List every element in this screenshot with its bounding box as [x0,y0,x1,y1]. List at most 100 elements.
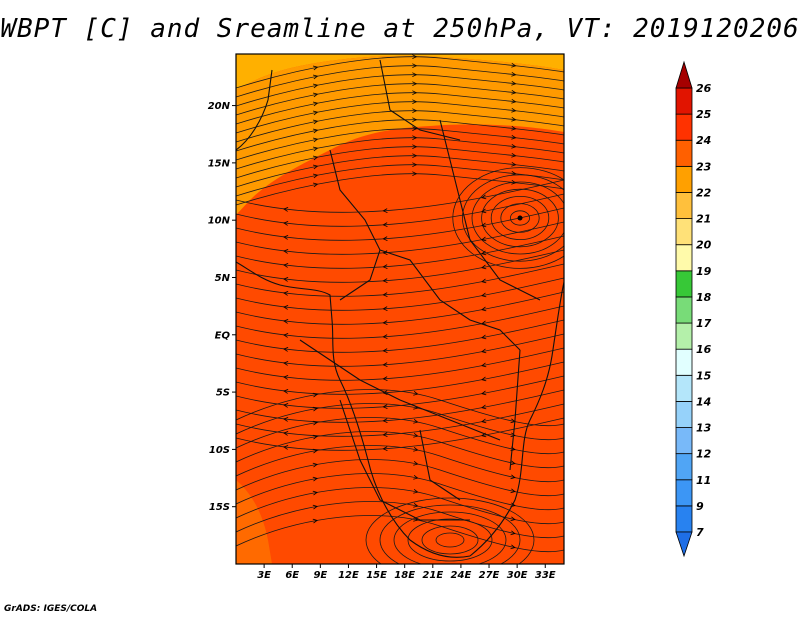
lon-label: 9E [313,570,327,581]
streamline [236,92,564,125]
streamline-arrow [382,390,388,395]
streamline-arrow [511,179,517,185]
streamline [236,431,564,469]
streamline-arrow [412,126,418,132]
streamline-arrow [481,264,487,270]
colorbar-swatch [675,113,693,141]
colorbar-swatch [675,192,693,219]
streamline-arrow [382,348,388,353]
streamline-arrow [481,292,487,298]
streamline [236,515,564,553]
streamline [236,221,564,255]
streamline-arrow [283,431,289,436]
colorbar-label: 24 [696,134,711,147]
streamline-arrow [283,403,289,408]
streamline-arrow [481,376,487,382]
streamline-arrow [511,161,517,167]
lat-label: EQ [215,330,231,341]
colorbar-label: 22 [696,186,712,199]
colorbar-label: 20 [696,239,712,252]
streamline-arrow [510,544,516,550]
streamline-arrow [412,99,418,105]
colorbar-swatch [675,139,693,167]
streamline-arrow [511,134,517,140]
streamline-arrow [283,235,289,240]
streamline-arrow [413,391,419,396]
streamline [236,319,564,353]
streamline-arrow [481,194,487,200]
streamline [236,403,564,441]
longitude-labels: 3E 6E 9E 12E 15E 18E 21E 24E 27E 30E 33E [257,564,556,581]
streamline-arrow [312,476,318,482]
colorbar-swatch [675,87,693,115]
streamline-arrow [312,406,318,412]
streamline-arrow [481,348,487,354]
streamline-arrow [283,249,289,254]
streamline [236,487,564,525]
streamline [236,417,564,455]
streamline [236,137,564,170]
streamline-arrow [382,250,388,255]
colorbar-label: 13 [696,422,712,435]
streamline-arrow [511,80,517,86]
streamline-arrow [412,162,418,168]
streamline-arrow [312,83,319,89]
colorbar-label: 16 [696,343,712,356]
streamline-arrow [511,125,517,131]
streamline-arrow [283,305,289,310]
lon-label: 30E [507,570,528,581]
streamline-arrow [481,404,487,410]
streamline-arrow [382,292,388,297]
streamline-arrow [382,362,388,367]
streamline-arrow [312,137,319,143]
streamline-arrow [481,208,487,214]
vortex-ring [452,167,564,269]
streamline [236,361,564,395]
streamline-arrow [283,347,289,352]
streamline-arrow [481,222,487,228]
colorbar-label: 12 [696,448,712,461]
vortex-ring [509,210,530,226]
streamline-arrow [312,65,319,71]
streamline-arrow [312,110,319,116]
streamline-arrow [511,71,517,77]
streamline-arrow [382,446,388,451]
colorbar-label: 14 [696,395,711,408]
streamline-arrow [283,445,289,450]
streamline-arrow [312,462,318,468]
streamline [236,333,564,367]
vortex-ring [490,195,550,240]
streamline-arrow [481,278,487,284]
streamline [236,128,564,161]
streamline [236,445,564,483]
streamline-arrow [511,98,517,104]
streamline [236,347,564,381]
streamlines [236,54,564,564]
streamline-arrow [412,117,418,123]
colorbar-top-arrow [675,60,693,89]
streamline [236,235,564,269]
anticyclone-ring [365,497,535,564]
streamline-arrow [382,264,388,269]
streamline-arrow [511,143,517,149]
lon-label: 12E [338,570,359,581]
streamline-arrow [511,152,517,158]
streamline-arrow [412,153,418,159]
streamline-arrow [312,119,319,125]
streamline-arrow [382,222,388,227]
streamline-arrow [510,460,516,466]
streamline-arrow [510,488,516,494]
streamline-arrow [283,221,289,226]
lon-label: 24E [451,570,472,581]
streamline-arrow [283,263,289,268]
lon-label: 21E [422,570,443,581]
wbpt-field-22-23 [236,55,564,215]
streamline-arrow [382,278,388,283]
streamline-arrow [283,207,289,212]
colorbar-label: 25 [696,108,712,121]
streamline-arrow [283,375,289,380]
streamline-arrow [481,334,487,340]
streamline-arrow [413,419,419,424]
streamline-arrow [510,474,516,480]
lon-label: 6E [285,570,299,581]
